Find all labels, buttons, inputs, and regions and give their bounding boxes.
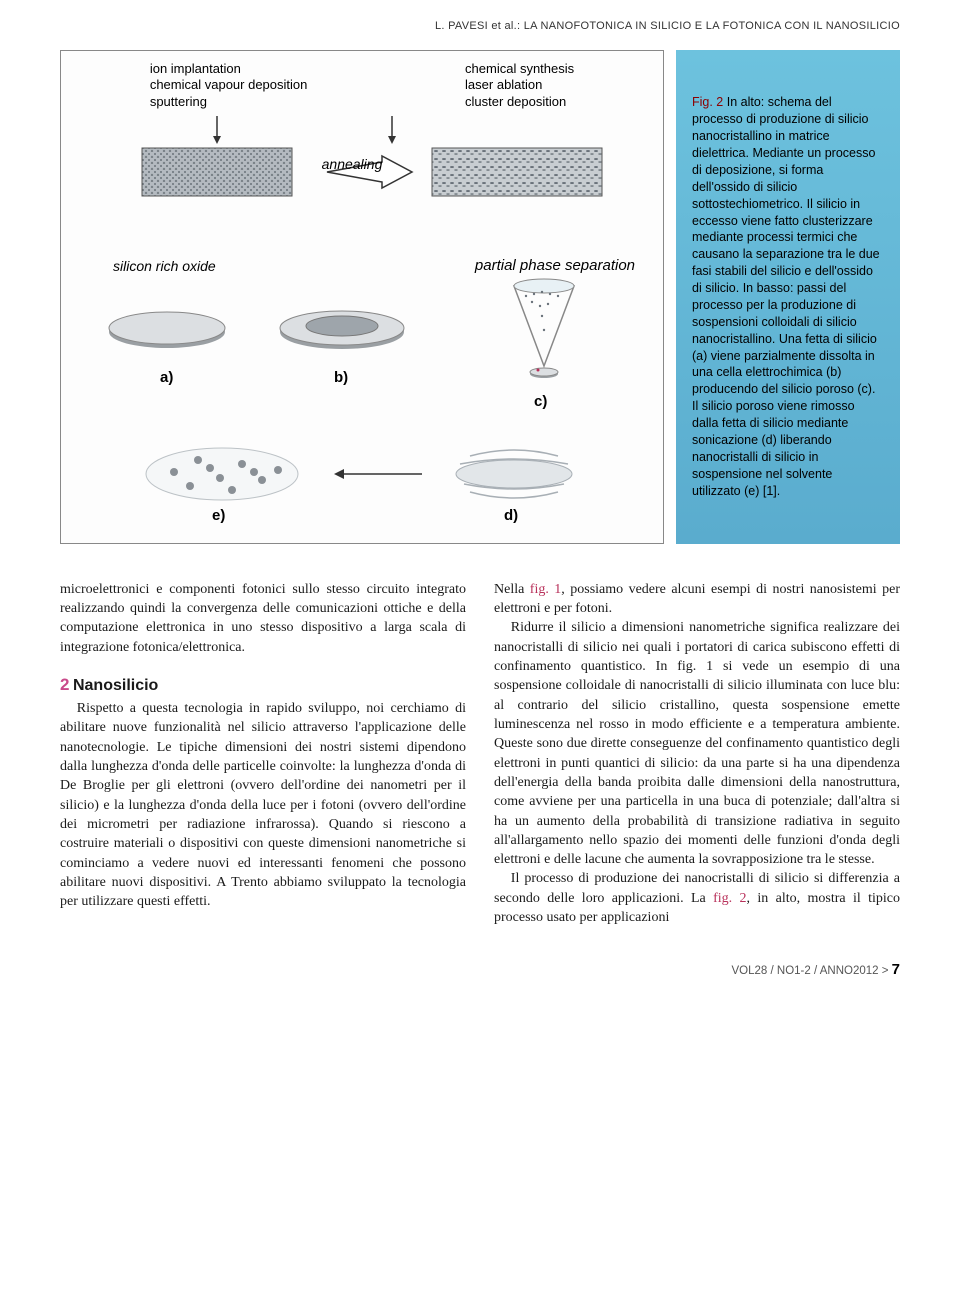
column-right: Nella fig. 1, possiamo vedere alcuni ese…	[494, 580, 900, 928]
section-number: 2	[60, 675, 69, 694]
figure-top-labels: ion implantation chemical vapour deposit…	[71, 61, 653, 110]
page-number: 7	[892, 961, 900, 978]
paragraph: Ridurre il silicio a dimensioni nanometr…	[494, 618, 900, 869]
paragraph: Rispetto a questa tecnologia in rapido s…	[60, 699, 466, 911]
page-footer: VOL28 / NO1-2 / ANNO2012 > 7	[60, 961, 900, 978]
figure-link: fig. 2	[713, 891, 746, 906]
deposition-methods-right: chemical synthesis laser ablation cluste…	[465, 61, 574, 110]
deposition-methods-left: ion implantation chemical vapour deposit…	[150, 61, 308, 110]
figure-2: ion implantation chemical vapour deposit…	[60, 50, 900, 544]
svg-text:e): e)	[212, 507, 225, 524]
figure-bottom-row: a) b) c)	[71, 278, 653, 528]
issue-info: VOL28 / NO1-2 / ANNO2012 >	[732, 965, 889, 977]
running-header: L. PAVESI et al.: LA NANOFOTONICA IN SIL…	[60, 20, 900, 32]
page: L. PAVESI et al.: LA NANOFOTONICA IN SIL…	[0, 0, 960, 1008]
caption-figure-ref: Fig. 2	[692, 95, 723, 109]
paragraph: Il processo di produzione dei nanocrista…	[494, 869, 900, 927]
svg-text:a): a)	[160, 369, 173, 386]
svg-text:d): d)	[504, 507, 518, 524]
paragraph: microelettronici e componenti fotonici s…	[60, 580, 466, 657]
figure-caption: Fig. 2 In alto: schema del processo di p…	[676, 50, 900, 544]
svg-text:c): c)	[534, 393, 547, 410]
figure-top-row	[71, 116, 653, 246]
column-left: microelettronici e componenti fotonici s…	[60, 580, 466, 928]
body-columns: microelettronici e componenti fotonici s…	[60, 580, 900, 928]
paragraph: Nella fig. 1, possiamo vedere alcuni ese…	[494, 580, 900, 619]
svg-text:b): b)	[334, 369, 348, 386]
figure-diagram: ion implantation chemical vapour deposit…	[60, 50, 664, 544]
caption-text: In alto: schema del processo di produzio…	[692, 95, 880, 497]
section-heading: 2 Nanosilicio	[60, 673, 466, 697]
figure-link: fig. 1	[530, 582, 562, 597]
